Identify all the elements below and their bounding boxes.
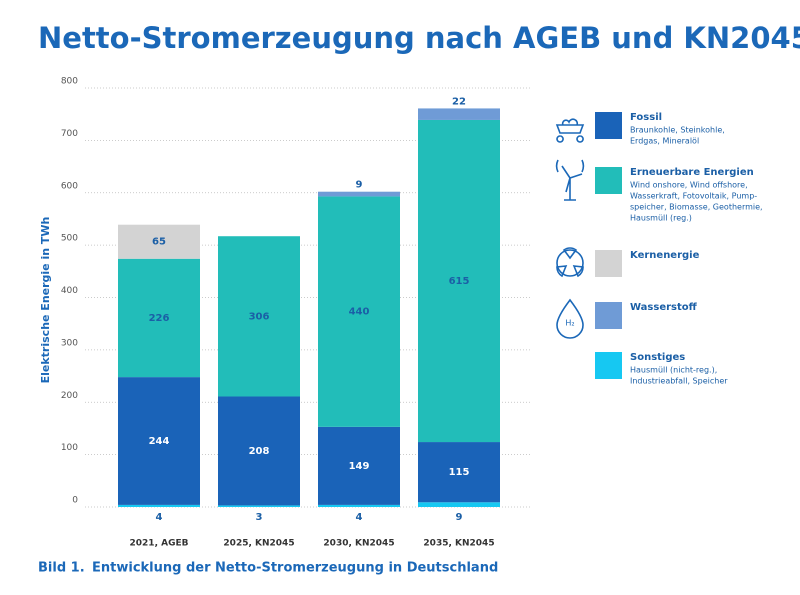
bar-segment	[218, 236, 300, 397]
data-label: 22	[452, 96, 466, 107]
data-label: 9	[456, 512, 463, 523]
bar-segment	[118, 504, 200, 507]
data-label: 9	[356, 180, 363, 191]
y-tick-label: 400	[61, 286, 78, 296]
bar-segment	[118, 224, 200, 259]
x-tick-label: 2025, KN2045	[223, 539, 294, 549]
legend-swatch	[595, 112, 622, 139]
y-tick-label: 800	[61, 77, 78, 87]
data-label: 4	[356, 512, 363, 523]
y-tick-label: 200	[61, 391, 78, 401]
caption: Entwicklung der Netto-Stromerzeugung in …	[92, 561, 498, 576]
legend-swatch	[595, 302, 622, 329]
legend-label: Fossil	[630, 112, 662, 123]
x-tick-label: 2030, KN2045	[323, 539, 394, 549]
y-tick-label: 500	[61, 234, 78, 244]
bar-segment	[218, 396, 300, 506]
data-label: 226	[149, 313, 170, 324]
bar-segment	[318, 191, 400, 197]
legend-label: Kernenergie	[630, 250, 700, 261]
legend-label: Erneuerbare Energien	[630, 167, 754, 178]
bar-segment	[418, 119, 500, 443]
data-label: 440	[349, 307, 370, 318]
legend-description: Braunkohle, Steinkohle,	[630, 126, 725, 135]
y-axis-label: Elektrische Energie in TWh	[39, 217, 52, 384]
data-label: 306	[249, 311, 270, 322]
bar-segment	[318, 504, 400, 507]
wind-icon	[555, 159, 585, 201]
hydrogen-icon	[556, 298, 584, 339]
y-tick-label: 100	[61, 443, 78, 453]
x-tick-label: 2021, AGEB	[130, 539, 189, 549]
legend-description: speicher, Biomasse, Geothermie,	[630, 203, 763, 212]
data-label: 149	[349, 461, 370, 472]
data-label: 115	[449, 467, 470, 478]
legend-label: Wasserstoff	[630, 302, 698, 313]
bar-segment	[118, 377, 200, 505]
bar-segment	[318, 426, 400, 505]
bar-segment	[218, 505, 300, 507]
y-tick-label: 0	[72, 496, 78, 506]
legend-icons	[555, 118, 585, 339]
bar-segment	[418, 108, 500, 120]
y-tick-label: 600	[61, 181, 78, 191]
coal-icon	[555, 118, 585, 143]
legend-description: Wind onshore, Wind offshore,	[630, 181, 748, 190]
legend-description: Wasserkraft, Fotovoltaik, Pump-	[630, 192, 757, 201]
bar-segment	[318, 196, 400, 427]
bar-segment	[418, 442, 500, 503]
data-label: 244	[149, 436, 170, 447]
legend-swatch	[595, 250, 622, 277]
y-tick-label: 700	[61, 129, 78, 139]
data-label: 3	[256, 512, 263, 523]
figure-number: Bild 1.	[38, 561, 85, 576]
y-tick-label: 300	[61, 338, 78, 348]
bar-segment	[118, 258, 200, 378]
x-tick-label: 2035, KN2045	[423, 539, 494, 549]
data-label: 4	[156, 512, 163, 523]
nuclear-icon	[556, 249, 584, 277]
legend-swatch	[595, 167, 622, 194]
legend-description: Hausmüll (reg.)	[630, 214, 692, 223]
bar-segment	[418, 502, 500, 507]
data-label: 208	[249, 446, 270, 457]
chart-title: Netto-Stromerzeugung nach AGEB und KN204…	[38, 21, 800, 55]
data-label: 65	[152, 237, 166, 248]
nuclear-blades	[556, 247, 584, 278]
legend-label: Sonstiges	[630, 352, 685, 363]
legend-description: Erdgas, Mineralöl	[630, 137, 699, 146]
legend-description: Industrieabfall, Speicher	[630, 377, 728, 386]
legend-swatch	[595, 352, 622, 379]
legend-description: Hausmüll (nicht-reg.),	[630, 366, 717, 375]
icon-text: H₂	[565, 319, 574, 328]
data-label: 615	[449, 276, 470, 287]
